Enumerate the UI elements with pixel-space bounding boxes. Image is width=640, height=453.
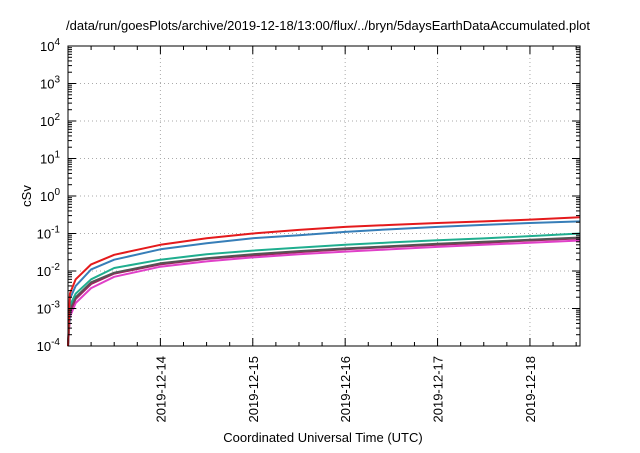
y-tick-label: 10-1 bbox=[37, 225, 61, 242]
y-tick-label: 10-2 bbox=[37, 262, 61, 279]
y-tick-label: 103 bbox=[40, 75, 60, 92]
y-axis-label: cSv bbox=[19, 185, 34, 207]
y-tick-label: 10-3 bbox=[37, 300, 61, 317]
y-tick-label: 102 bbox=[40, 112, 60, 129]
y-tick-label: 100 bbox=[40, 187, 60, 204]
x-tick-label: 2019-12-15 bbox=[246, 356, 261, 423]
x-tick-label: 2019-12-18 bbox=[523, 356, 538, 423]
axis-ticks: 10-4 10-3 10-2 10-1 100 101 102 103 104 2019-12-1… bbox=[37, 37, 580, 423]
y-tick-label: 10-4 bbox=[37, 337, 61, 354]
series-line-2 bbox=[67, 220, 581, 347]
series-group bbox=[67, 216, 581, 347]
x-axis-label: Coordinated Universal Time (UTC) bbox=[223, 430, 422, 445]
grid-lines bbox=[68, 46, 580, 346]
chart-title: /data/run/goesPlots/archive/2019-12-18/1… bbox=[66, 18, 590, 33]
series-line-1 bbox=[67, 216, 581, 347]
y-tick-label: 101 bbox=[40, 150, 60, 167]
y-tick-label: 104 bbox=[40, 37, 60, 54]
series-line-6 bbox=[67, 239, 581, 347]
series-line-4 bbox=[67, 236, 581, 347]
series-line-5 bbox=[67, 237, 581, 347]
x-tick-label: 2019-12-17 bbox=[431, 356, 446, 423]
series-line-3 bbox=[67, 232, 581, 347]
x-tick-label: 2019-12-14 bbox=[153, 356, 168, 423]
x-tick-label: 2019-12-16 bbox=[338, 356, 353, 423]
